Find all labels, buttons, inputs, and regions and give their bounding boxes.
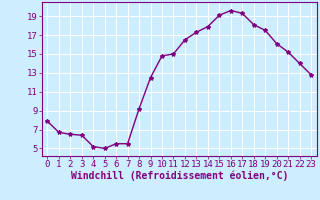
X-axis label: Windchill (Refroidissement éolien,°C): Windchill (Refroidissement éolien,°C)	[70, 171, 288, 181]
